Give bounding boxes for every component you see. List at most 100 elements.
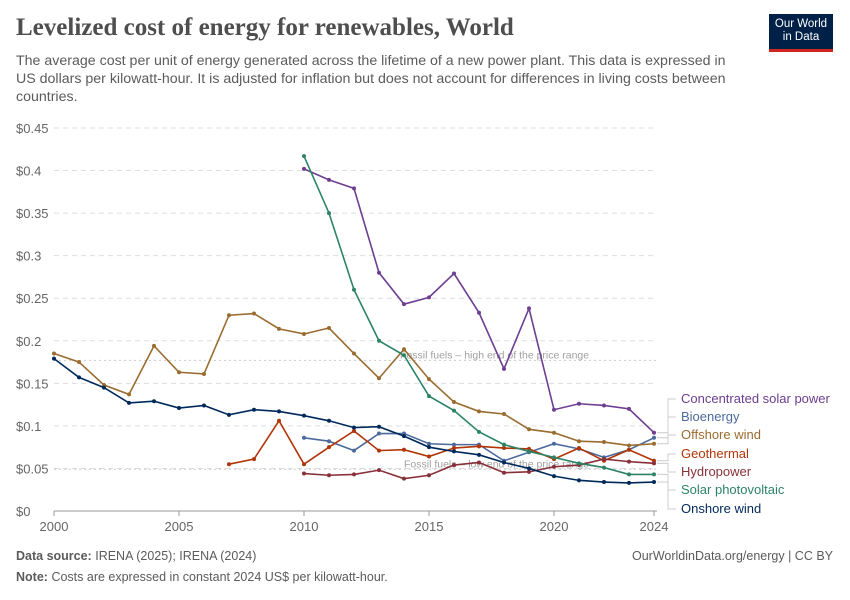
x-tick-label: 2005 (165, 519, 194, 534)
y-tick-label: $0.3 (16, 249, 41, 264)
data-point (652, 441, 656, 446)
data-point (377, 468, 381, 473)
data-point (302, 331, 306, 336)
data-point (277, 409, 281, 414)
note-label: Note: (16, 570, 48, 584)
logo-text: Our World in Data (774, 18, 828, 43)
note: Note: Costs are expressed in constant 20… (16, 570, 388, 584)
data-point (527, 427, 531, 432)
x-tick-label: 2020 (540, 519, 569, 534)
data-point (327, 445, 331, 450)
chart-subtitle: The average cost per unit of energy gene… (16, 53, 726, 105)
data-point (452, 271, 456, 276)
legend-label[interactable]: Onshore wind (681, 501, 761, 516)
data-point (502, 366, 506, 371)
x-tick-label: 2000 (40, 519, 69, 534)
chart-title: Levelized cost of energy for renewables,… (16, 14, 514, 41)
data-point (552, 455, 556, 460)
source-link[interactable]: IRENA (2025); IRENA (2024) (95, 549, 257, 563)
data-point (652, 472, 656, 477)
data-point (352, 186, 356, 191)
data-point (252, 457, 256, 462)
data-point (477, 460, 481, 465)
legend-connector (657, 462, 676, 473)
data-point (402, 434, 406, 439)
data-point (527, 449, 531, 454)
data-point (552, 407, 556, 412)
legend-label[interactable]: Hydropower (681, 464, 752, 479)
footer-url[interactable]: OurWorldinData.org/energy | CC BY (631, 549, 833, 563)
legend-label[interactable]: Geothermal (681, 446, 749, 461)
data-point (352, 448, 356, 453)
data-point (427, 295, 431, 300)
data-point (502, 460, 506, 465)
legend-label[interactable]: Solar photovoltaic (681, 482, 785, 497)
source-label: Data source: (16, 549, 92, 563)
data-point (577, 461, 581, 466)
data-point (402, 347, 406, 352)
data-point (552, 464, 556, 469)
legend-label[interactable]: Concentrated solar power (681, 391, 831, 406)
data-point (427, 377, 431, 382)
data-source: Data source: IRENA (2025); IRENA (2024) (16, 549, 256, 563)
data-point (352, 351, 356, 356)
data-point (602, 440, 606, 445)
data-point (577, 439, 581, 444)
data-point (452, 446, 456, 451)
data-point (452, 408, 456, 413)
data-point (352, 425, 356, 430)
data-point (152, 343, 156, 348)
data-point (452, 463, 456, 468)
data-point (352, 428, 356, 433)
data-point (577, 478, 581, 483)
data-point (327, 418, 331, 423)
data-point (302, 462, 306, 467)
data-point (52, 351, 56, 356)
data-point (502, 470, 506, 475)
y-tick-label: $0.4 (16, 164, 41, 179)
data-point (252, 407, 256, 412)
data-point (652, 435, 656, 440)
y-tick-label: $0.25 (16, 291, 49, 306)
data-point (552, 430, 556, 435)
data-point (552, 441, 556, 446)
data-point (277, 418, 281, 423)
data-point (477, 409, 481, 414)
data-point (202, 371, 206, 376)
legend-connector (657, 453, 676, 462)
data-point (502, 411, 506, 416)
data-point (127, 392, 131, 397)
data-point (552, 474, 556, 479)
data-point (652, 430, 656, 435)
data-point (627, 480, 631, 485)
y-tick-label: $0.05 (16, 461, 49, 476)
x-tick-label: 2015 (415, 519, 444, 534)
owid-logo[interactable]: Our World in Data (769, 14, 833, 52)
legend-connector (657, 434, 676, 445)
data-point (227, 412, 231, 417)
legend-label[interactable]: Bioenergy (681, 409, 740, 424)
y-tick-label: $0.15 (16, 376, 49, 391)
data-point (477, 310, 481, 315)
data-point (427, 445, 431, 450)
series-line (303, 168, 655, 434)
data-point (377, 424, 381, 429)
data-point (602, 480, 606, 485)
data-point (302, 154, 306, 159)
data-point (577, 446, 581, 451)
data-point (327, 473, 331, 478)
legend-label[interactable]: Offshore wind (681, 427, 761, 442)
data-point (452, 449, 456, 454)
data-point (502, 446, 506, 451)
data-point (227, 462, 231, 467)
data-point (327, 326, 331, 331)
legend-connector (657, 416, 676, 439)
data-point (402, 302, 406, 307)
data-point (627, 443, 631, 448)
data-point (227, 313, 231, 318)
data-point (477, 444, 481, 449)
series-line (303, 155, 654, 476)
data-point (477, 429, 481, 434)
legend-connector (657, 398, 676, 434)
